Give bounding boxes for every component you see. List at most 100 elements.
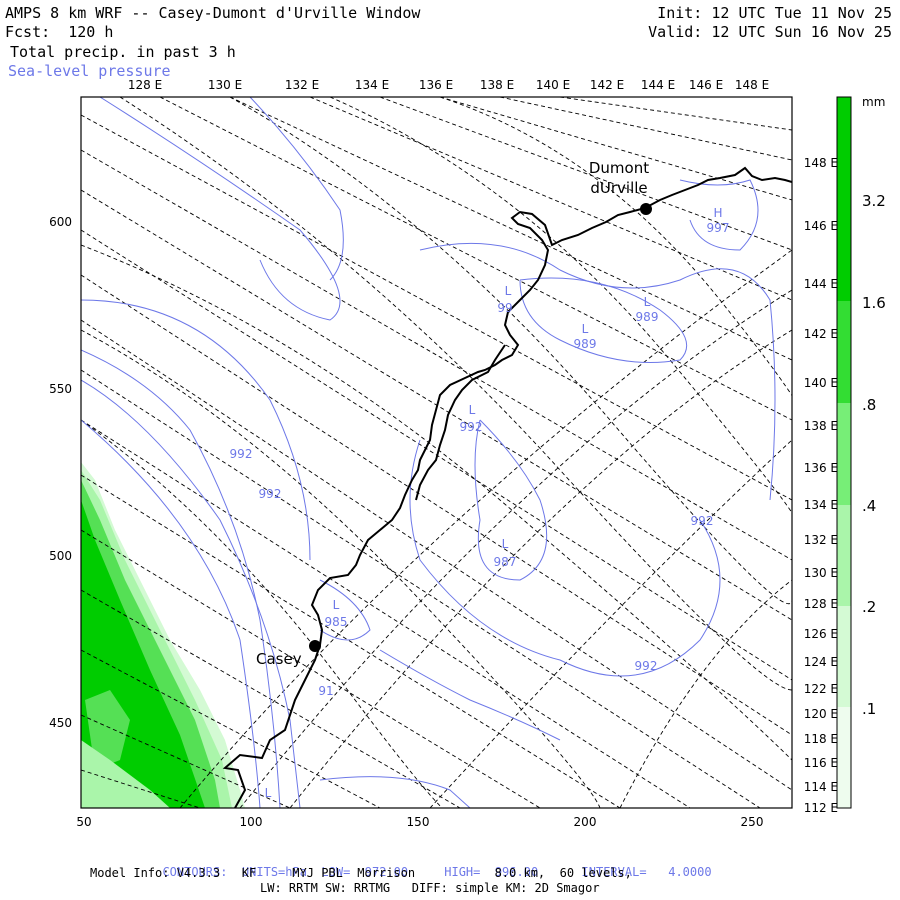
colorbar-swatch [837, 301, 851, 403]
forecast-hour: Fcst: 120 h [5, 23, 114, 41]
lon-label-top: 128 E [128, 78, 162, 92]
station-label-dumont-1: Dumont [589, 159, 649, 177]
colorbar-swatch [837, 403, 851, 505]
y-axis: 600 550 500 450 [49, 215, 72, 730]
lon-label-top: 142 E [590, 78, 624, 92]
field-precip-label: Total precip. in past 3 h [10, 43, 236, 61]
pressure-value: 989 [636, 310, 659, 324]
pressure-value: 992 [230, 447, 253, 461]
lon-label-right: 118 E [804, 732, 838, 746]
y-tick-label: 550 [49, 382, 72, 396]
lon-label-right: 144 E [804, 277, 838, 291]
lon-label-right: 124 E [804, 655, 838, 669]
pressure-value: 992 [259, 487, 282, 501]
lon-label-top: 130 E [208, 78, 242, 92]
pressure-letter: L [582, 322, 589, 336]
pressure-value: 992 [691, 514, 714, 528]
plot-frame [80, 96, 793, 809]
lon-labels-top: 128 E 130 E 132 E 134 E 136 E 138 E 140 … [128, 78, 769, 92]
y-tick-label: 500 [49, 549, 72, 563]
x-tick-label: 150 [407, 815, 430, 829]
pressure-value: 987 [494, 555, 517, 569]
lon-label-right: 112 E [804, 801, 838, 815]
station-casey: Casey [256, 640, 321, 668]
pressure-letter: L [505, 284, 512, 298]
colorbar-label: 3.2 [862, 192, 886, 210]
contours-units: UNITS=hPa [241, 865, 307, 879]
colorbar-label: .1 [862, 700, 876, 718]
lon-label-right: 120 E [804, 707, 838, 721]
model-physics: LW: RRTM SW: RRTMG DIFF: simple KM: 2D S… [260, 881, 600, 895]
contours-interval: INTERVAL= 4.0000 [581, 865, 712, 879]
lon-label-right: 140 E [804, 376, 838, 390]
x-tick-label: 50 [76, 815, 91, 829]
pressure-letter: L [644, 295, 651, 309]
lon-label-top: 146 E [689, 78, 723, 92]
lon-label-top: 136 E [419, 78, 453, 92]
y-tick-label: 450 [49, 716, 72, 730]
lon-label-right: 122 E [804, 682, 838, 696]
lon-label-right: 132 E [804, 533, 838, 547]
pressure-value: 99 [497, 301, 512, 315]
lon-label-right: 126 E [804, 627, 838, 641]
pressure-letter: H [713, 206, 722, 220]
colorbar-unit: mm [862, 95, 885, 109]
contours-high: HIGH= 996.00 [444, 865, 539, 879]
contours-label: CONTOURS: [162, 865, 228, 879]
colorbar-label: .8 [862, 396, 876, 414]
colorbar-swatch [837, 97, 851, 301]
lon-label-top: 144 E [641, 78, 675, 92]
model-info: Model Info: V4.3.3 KF MYJ PBL Morrison 8… [90, 866, 632, 880]
lon-label-top: 134 E [355, 78, 389, 92]
x-tick-label: 200 [574, 815, 597, 829]
x-tick-label: 100 [240, 815, 263, 829]
field-slp-label: Sea-level pressure [8, 62, 171, 80]
pressure-letter: L [265, 786, 272, 800]
precip-colorbar: mm 3.2 1.6 .8 .4 .2 .1 [836, 95, 886, 809]
colorbar-swatch [837, 505, 851, 606]
pressure-letter: L [502, 537, 509, 551]
pressure-letter: L [469, 403, 476, 417]
lon-label-top: 132 E [285, 78, 319, 92]
lon-label-right: 114 E [804, 780, 838, 794]
lon-label-right: 138 E [804, 419, 838, 433]
colorbar-swatch [837, 707, 851, 808]
lon-label-right: 148 E [804, 156, 838, 170]
colorbar-frame [836, 96, 852, 809]
lon-label-right: 134 E [804, 498, 838, 512]
pressure-value: 91 [318, 684, 333, 698]
y-tick-label: 600 [49, 215, 72, 229]
station-label-casey: Casey [256, 650, 302, 668]
lon-label-right: 146 E [804, 219, 838, 233]
lon-label-right: 128 E [804, 597, 838, 611]
lon-label-right: 136 E [804, 461, 838, 475]
pressure-value: 989 [574, 337, 597, 351]
pressure-value: 992 [460, 420, 483, 434]
lon-label-top: 140 E [536, 78, 570, 92]
pressure-letter: L [333, 598, 340, 612]
station-dumont: Dumont dUrville [589, 159, 652, 215]
station-label-dumont-2: dUrville [590, 179, 647, 197]
x-axis: 50 100 150 200 250 [76, 815, 763, 829]
contours-low: LOW= 972.00 [321, 865, 409, 879]
lon-label-right: 116 E [804, 756, 838, 770]
pressure-value: 997 [707, 221, 730, 235]
contour-info: CONTOURS: UNITS=hPa LOW= 972.00 HIGH= 99… [148, 851, 712, 879]
lon-label-top: 148 E [735, 78, 769, 92]
x-tick-label: 250 [741, 815, 764, 829]
pressure-value: 992 [635, 659, 658, 673]
colorbar-swatch [837, 606, 851, 707]
lon-label-right: 130 E [804, 566, 838, 580]
colorbar-labels: 3.2 1.6 .8 .4 .2 .1 [862, 192, 886, 718]
pressure-labels: H 997 L 989 L 989 L 99 L 992 L 987 L 985… [230, 206, 730, 800]
pressure-value: 985 [325, 615, 348, 629]
init-time: Init: 12 UTC Tue 11 Nov 25 [657, 4, 892, 22]
lon-labels-right: 148 E 146 E 144 E 142 E 140 E 138 E 136 … [804, 156, 838, 815]
map-title: AMPS 8 km WRF -- Casey-Dumont d'Urville … [5, 4, 421, 22]
station-dot-casey [309, 640, 321, 652]
precip-shading [81, 462, 245, 808]
lon-label-right: 142 E [804, 327, 838, 341]
colorbar-label: 1.6 [862, 294, 886, 312]
lon-label-top: 138 E [480, 78, 514, 92]
